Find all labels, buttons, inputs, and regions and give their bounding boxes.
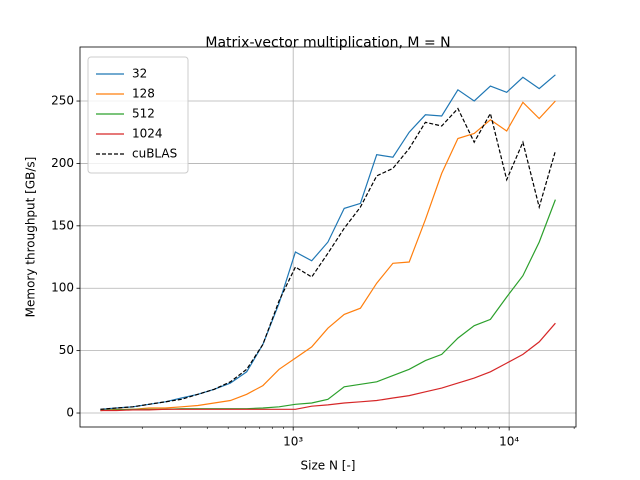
legend-label: 512	[132, 107, 155, 121]
x-tick-label: 10⁴	[499, 435, 519, 449]
chart-title: Matrix-vector multiplication, M = N	[205, 35, 450, 51]
plot-frame	[79, 46, 577, 428]
x-tick-label: 10³	[283, 435, 303, 449]
x-axis-label: Size N [-]	[301, 459, 356, 473]
legend-label: 128	[132, 87, 155, 101]
series-line	[100, 322, 556, 412]
y-tick-label: 0	[66, 406, 74, 420]
y-tick-label: 100	[51, 281, 74, 295]
y-tick-label: 200	[51, 156, 74, 170]
y-tick-label: 250	[51, 94, 74, 108]
y-tick-label: 50	[59, 343, 74, 357]
legend-box	[87, 56, 189, 174]
series-line	[100, 107, 556, 410]
series-line	[100, 100, 556, 412]
series-line	[100, 74, 556, 410]
series-line	[100, 199, 556, 412]
legend-label: cuBLAS	[132, 147, 177, 161]
y-tick-label: 150	[51, 218, 74, 232]
legend-label: 1024	[132, 127, 163, 141]
y-axis-label: Memory throughput [GB/s]	[24, 157, 38, 318]
legend-label: 32	[132, 67, 147, 81]
